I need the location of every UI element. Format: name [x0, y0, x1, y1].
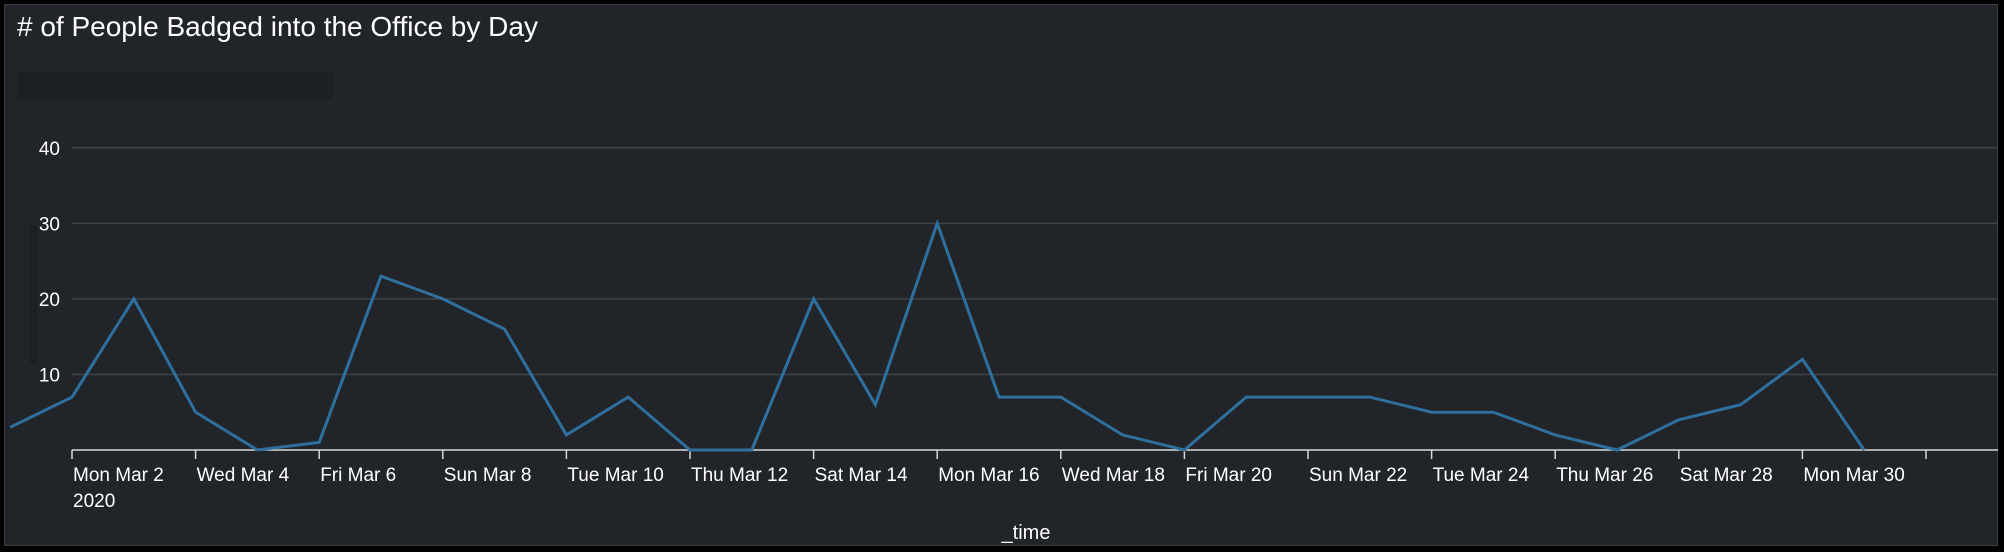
data-point-2020-03-26[interactable]	[1554, 433, 1557, 436]
data-point-2020-03-03[interactable]	[132, 297, 135, 300]
x-tick-label: Thu Mar 12	[691, 465, 788, 486]
chart-panel: # of People Badged into the Office by Da…	[4, 4, 1998, 546]
data-point-2020-03-01[interactable]	[9, 426, 12, 429]
data-point-2020-03-13[interactable]	[750, 449, 753, 452]
data-point-2020-03-04[interactable]	[194, 411, 197, 414]
x-tick-label: Sun Mar 22	[1309, 465, 1407, 486]
data-point-2020-03-31[interactable]	[1863, 449, 1866, 452]
x-tick-label: Mon Mar 30	[1803, 465, 1904, 486]
x-tick-label: Sun Mar 8	[444, 465, 532, 486]
x-tick-label: Fri Mar 20	[1185, 465, 1272, 486]
data-point-2020-03-29[interactable]	[1739, 403, 1742, 406]
x-tick-label: Thu Mar 26	[1556, 465, 1653, 486]
gridlines	[72, 147, 1998, 376]
data-point-2020-03-12[interactable]	[689, 449, 692, 452]
data-point-2020-03-06[interactable]	[318, 441, 321, 444]
x-tick-label: Mon Mar 2	[73, 465, 164, 486]
x-tick-label: Wed Mar 18	[1062, 465, 1165, 486]
x-tick-label: Tue Mar 24	[1433, 465, 1530, 486]
data-point-2020-03-07[interactable]	[380, 275, 383, 278]
series-line-0	[9, 218, 1866, 452]
data-point-2020-03-25[interactable]	[1492, 411, 1495, 414]
series-layer	[9, 218, 1866, 452]
data-point-2020-03-08[interactable]	[441, 297, 444, 300]
data-point-2020-03-21[interactable]	[1245, 396, 1248, 399]
x-tick-label: Mon Mar 16	[938, 465, 1039, 486]
data-point-2020-03-02[interactable]	[71, 396, 74, 399]
x-tick-labels: Mon Mar 2 Wed Mar 4 Fri Mar 6 Sun Mar 8 Tue …	[73, 465, 1905, 512]
data-point-2020-03-30[interactable]	[1801, 358, 1804, 361]
data-point-2020-03-28[interactable]	[1677, 418, 1680, 421]
data-point-2020-03-11[interactable]	[627, 396, 630, 399]
x-axis	[71, 449, 1998, 459]
y-tick-label: 20	[39, 290, 60, 311]
data-point-2020-03-15[interactable]	[874, 403, 877, 406]
x-tick-label: Sat Mar 28	[1680, 465, 1773, 486]
data-point-2020-03-27[interactable]	[1616, 449, 1619, 452]
x-axis-title: _time	[1001, 522, 1051, 544]
panel-title: # of People Badged into the Office by Da…	[17, 11, 538, 42]
data-point-2020-03-16[interactable]	[936, 222, 939, 225]
data-point-2020-03-23[interactable]	[1368, 396, 1371, 399]
y-tick-label: 40	[39, 139, 60, 160]
y-tick-label: 30	[39, 214, 60, 235]
data-point-2020-03-10[interactable]	[565, 433, 568, 436]
title-shadow	[17, 73, 333, 99]
y-axis: 10 20 30 40	[39, 139, 60, 387]
x-tick-label: Fri Mar 6	[320, 465, 396, 486]
x-tick-label: Sat Mar 14	[815, 465, 908, 486]
data-point-2020-03-24[interactable]	[1430, 411, 1433, 414]
data-point-2020-03-22[interactable]	[1307, 396, 1310, 399]
data-point-2020-03-14[interactable]	[812, 297, 815, 300]
data-point-2020-03-17[interactable]	[998, 396, 1001, 399]
data-point-2020-03-20[interactable]	[1183, 449, 1186, 452]
x-tick-label: Wed Mar 4	[197, 465, 290, 486]
data-point-2020-03-19[interactable]	[1121, 433, 1124, 436]
y-axis-label-shadow	[29, 225, 37, 365]
x-tick-label: Tue Mar 10	[567, 465, 663, 486]
data-point-2020-03-09[interactable]	[503, 328, 506, 331]
data-point-2020-03-05[interactable]	[256, 449, 259, 452]
x-tick-year-label: 2020	[73, 491, 115, 512]
y-tick-label: 10	[39, 365, 60, 386]
data-point-2020-03-18[interactable]	[1059, 396, 1062, 399]
